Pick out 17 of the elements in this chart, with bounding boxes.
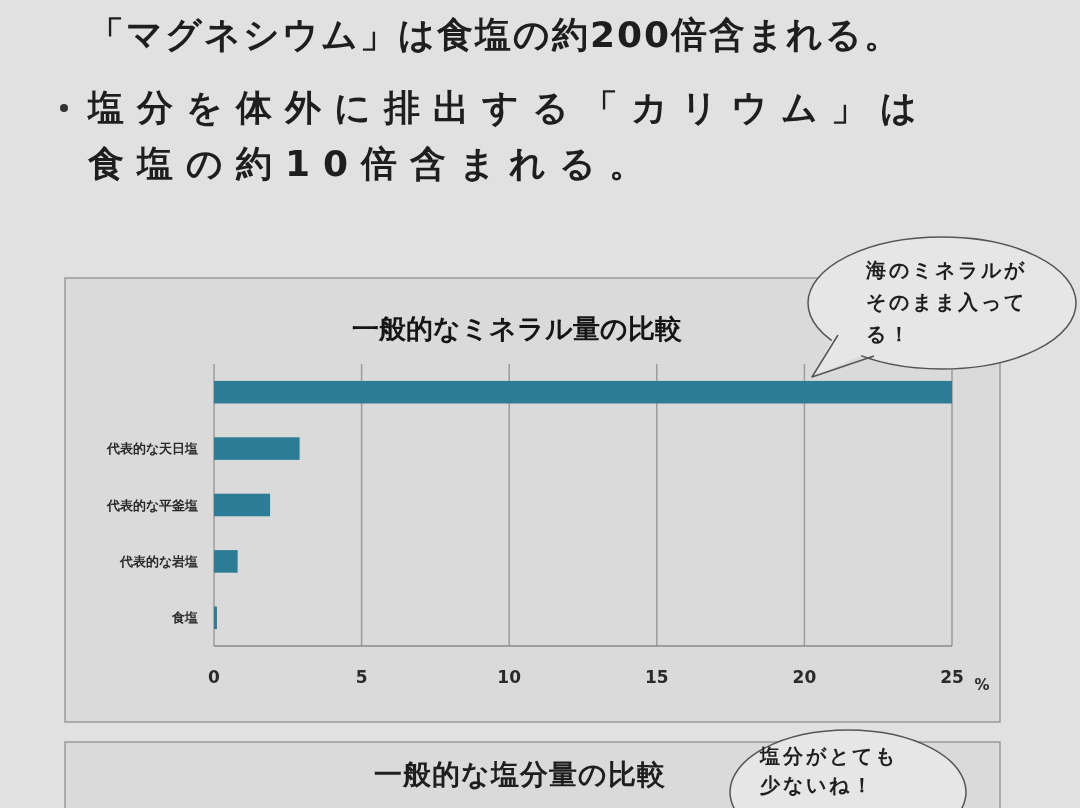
- x-tick-label: 10: [497, 667, 522, 687]
- x-tick-label: 15: [644, 667, 669, 687]
- x-tick-label: 20: [792, 667, 817, 687]
- y-tick-label: 食塩: [171, 610, 198, 626]
- x-axis-title: %: [974, 676, 990, 694]
- text: 一般的な塩分量の比較: [374, 758, 666, 791]
- text: 海のミネラルがそのまま入ってる！: [866, 257, 1028, 348]
- text: 「マグネシウム」は食塩の約200倍含まれる。: [88, 13, 904, 57]
- y-tick-label: 代表的な岩塩: [119, 553, 198, 569]
- text: 塩分を体外に排出する「カリウム」は食塩の約10倍含まれる。: [88, 86, 931, 186]
- x-tick-label: 0: [208, 667, 221, 687]
- x-tick-label: 25: [940, 667, 964, 687]
- y-tick-label: 代表的な天日塩: [106, 441, 198, 457]
- x-tick-label: 5: [355, 667, 368, 687]
- text: 塩分がとても少ないね！: [760, 743, 899, 799]
- chart-title: 一般的なミネラル量の比較: [352, 313, 683, 344]
- y-tick-label: 代表的な平釜塩: [106, 497, 198, 513]
